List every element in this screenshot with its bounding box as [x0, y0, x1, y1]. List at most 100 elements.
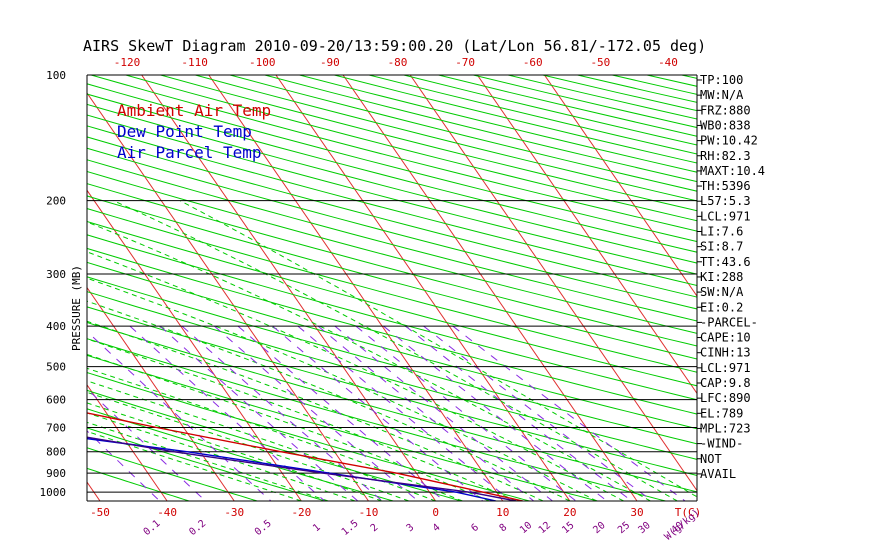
mixing-ratio-line — [87, 430, 161, 501]
mixing-ratio-label: 4 — [431, 522, 443, 534]
moist-adiabats — [87, 200, 697, 501]
moist-adiabat-line — [87, 380, 436, 501]
dry-adiabat-line — [87, 170, 697, 334]
mixing-ratio-label: 3 — [405, 522, 417, 534]
moist-adiabat-line — [87, 320, 544, 501]
moist-adiabat-line — [87, 338, 517, 501]
stat-item: FRZ:880 — [700, 103, 751, 117]
stat-item: LI:7.6 — [700, 225, 743, 239]
legend-entry: Dew Point Temp — [117, 122, 252, 141]
profiles — [87, 412, 524, 501]
mixing-ratio-label: 25 — [616, 520, 632, 536]
stat-item: SI:8.7 — [700, 240, 743, 254]
stat-item: LCL:971 — [700, 361, 751, 375]
stat-item: MW:N/A — [700, 88, 744, 102]
pressure-tick-label: 600 — [46, 394, 66, 407]
mixing-ratio-label: 10 — [518, 520, 534, 536]
mixing-ratio-line — [423, 325, 653, 501]
stat-item: TP:100 — [700, 73, 743, 87]
mixing-ratio-label: 0.1 — [142, 518, 163, 538]
bottom-tick-label: -20 — [291, 506, 311, 519]
dry-adiabat-line — [87, 208, 697, 373]
mixing-ratio-label: 1.5 — [340, 518, 361, 538]
dry-adiabat-line — [87, 261, 697, 430]
pressure-tick-label: 700 — [46, 422, 66, 435]
dry-adiabat-line — [87, 372, 530, 501]
dry-adiabat-line — [855, 75, 870, 501]
mixing-ratio-label: 30 — [636, 520, 652, 536]
legend-entry: Ambient Air Temp — [117, 101, 271, 120]
top-tick-label: -100 — [249, 56, 276, 69]
isotherm-line — [87, 383, 168, 501]
isotherm-line — [208, 75, 504, 501]
top-tick-label: -80 — [388, 56, 408, 69]
isotherm-line — [141, 75, 437, 501]
moist-adiabat-line — [87, 391, 409, 501]
dry-adiabat-line — [87, 220, 697, 387]
moist-adiabat-line — [87, 221, 651, 501]
stat-item: -WIND- — [700, 437, 743, 451]
dry-adiabat-line — [821, 75, 870, 501]
moist-adiabat-line — [87, 430, 302, 501]
dry-adiabat-line — [87, 234, 697, 401]
bottom-tick-label: 20 — [563, 506, 576, 519]
dry-adiabat-line — [87, 291, 697, 460]
mixing-ratio-label: 20 — [591, 520, 607, 536]
dry-adiabat-line — [87, 427, 326, 501]
mixing-ratio-label: 1 — [311, 522, 323, 534]
y-axis-label: PRESSURE (MB) — [70, 265, 83, 351]
top-tick-label: -120 — [114, 56, 141, 69]
moist-adiabat-line — [87, 367, 463, 501]
mixing-ratio-line — [159, 325, 359, 501]
isobars — [87, 74, 697, 493]
pressure-tick-label: 400 — [46, 320, 66, 333]
series-line-ambient-air-temp — [87, 412, 524, 501]
mixing-ratio-lines — [87, 325, 686, 501]
moist-adiabat-line — [87, 412, 356, 501]
pressure-tick-label: 900 — [46, 467, 66, 480]
pressure-tick-label: 1000 — [40, 486, 67, 499]
stat-item: TT:43.6 — [700, 255, 751, 269]
stat-item: MPL:723 — [700, 421, 751, 435]
dry-adiabat-line — [87, 103, 697, 264]
mixing-ratio-line — [181, 325, 383, 501]
isotherm-line — [476, 75, 697, 395]
dry-adiabat-line — [403, 75, 697, 146]
stat-item: EL:789 — [700, 406, 743, 420]
mixing-ratio-label: 6 — [469, 522, 481, 534]
top-tick-label: -60 — [523, 56, 543, 69]
stat-item: WB0:838 — [700, 118, 751, 132]
chart-title: AIRS SkewT Diagram 2010-09-20/13:59:00.2… — [83, 37, 706, 55]
dry-adiabat-line — [87, 306, 697, 476]
dry-adiabat-line — [87, 408, 394, 501]
bottom-tick-label: -10 — [359, 506, 379, 519]
pressure-tick-label: 100 — [46, 69, 66, 82]
stat-item: LFC:890 — [700, 391, 751, 405]
dry-adiabat-line — [786, 75, 870, 501]
pressure-tick-label: 500 — [46, 361, 66, 374]
top-tick-label: -40 — [658, 56, 678, 69]
stat-item: MAXT:10.4 — [700, 164, 765, 178]
mixing-ratio-label: 0.5 — [253, 518, 274, 538]
stat-item: CAP:9.8 — [700, 376, 751, 390]
bottom-tick-label: -50 — [90, 506, 110, 519]
stat-item: CAPE:10 — [700, 331, 751, 345]
top-tick-label: -110 — [181, 56, 208, 69]
bottom-tick-label: 0 — [432, 506, 439, 519]
dry-adiabat-line — [87, 183, 697, 347]
bottom-tick-label: 30 — [630, 506, 643, 519]
moist-adiabat-line — [87, 402, 383, 501]
dry-adiabat-line — [438, 75, 697, 137]
mixing-ratio-label: 2 — [369, 522, 381, 534]
stat-item: SW:N/A — [700, 285, 744, 299]
mixing-ratio-line — [317, 325, 535, 501]
legend: Ambient Air Temp Dew Point Temp Air Parcel… — [117, 101, 271, 162]
dry-adiabat-line — [87, 447, 258, 501]
series-line-dew-point-temp — [87, 437, 497, 501]
dry-adiabat-line — [87, 114, 697, 275]
mixing-ratio-line — [297, 325, 512, 501]
mixing-ratio-line — [129, 325, 325, 501]
moist-adiabat-line — [87, 277, 597, 501]
dry-adiabat-line — [87, 276, 697, 445]
